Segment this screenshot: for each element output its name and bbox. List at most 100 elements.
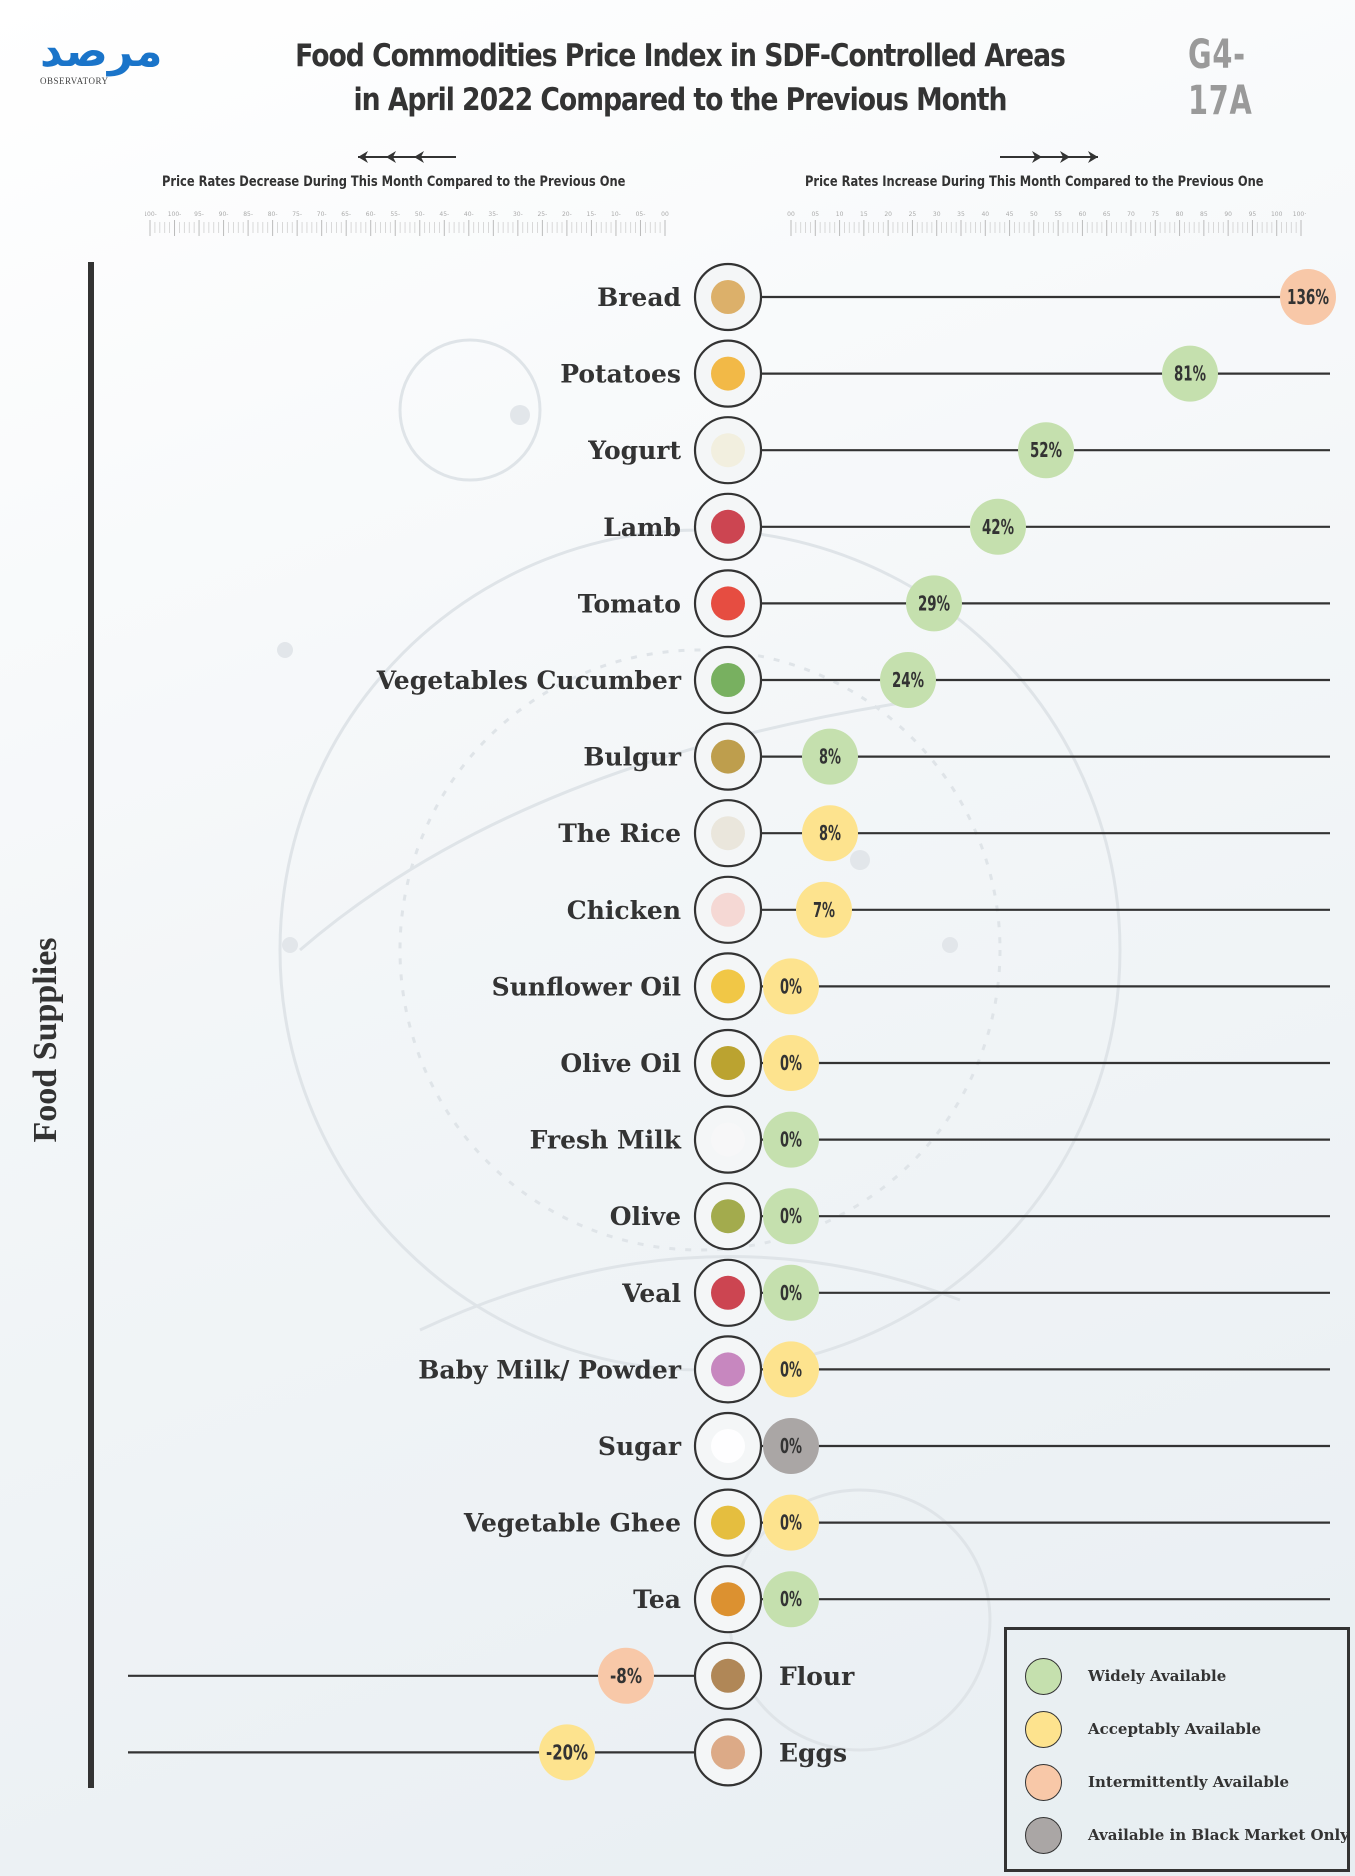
value-bubble: [1162, 345, 1218, 402]
chart-row: Tomato 29%: [578, 569, 1330, 638]
item-label: Fresh Milk: [530, 1126, 682, 1155]
value-bubble: [802, 805, 858, 862]
value-bubble: [1280, 269, 1336, 325]
scale-tick-label: 45-: [439, 211, 449, 218]
food-image: [711, 1122, 745, 1157]
scale-tick-label: 35-: [488, 211, 498, 218]
scale-tick-label: 80-: [268, 211, 278, 218]
scale-tick-label: 90: [1224, 211, 1232, 218]
chart-row: Sunflower Oil 0%: [492, 952, 1330, 1021]
value-bubble: [763, 1188, 819, 1245]
chart-row: Baby Milk/ Powder 0%: [418, 1335, 1330, 1404]
title-line-2: in April 2022 Compared to the Previous M…: [353, 82, 1008, 118]
value-label: 0%: [780, 1204, 802, 1228]
value-bubble: [1018, 422, 1074, 479]
food-image: [711, 739, 745, 774]
item-label: Vegetable Ghee: [463, 1509, 681, 1538]
chart-row: Vegetable Ghee 0%: [463, 1488, 1330, 1557]
chart-row: Eggs -20%: [128, 1718, 847, 1787]
scale-tick-label: 15: [860, 211, 868, 218]
scale-tick-label: 35: [957, 211, 965, 218]
value-label: 42%: [982, 515, 1014, 539]
item-label: Tea: [633, 1585, 681, 1614]
scale-tick-label: 85-: [243, 211, 253, 218]
infographic-code: G4-17A: [1188, 32, 1253, 124]
legend-swatch: [1025, 1816, 1062, 1854]
scale-tick-label: 90-: [219, 211, 229, 218]
scale-tick-label: 75-: [292, 211, 302, 218]
scale-tick-label: 30-: [513, 211, 523, 218]
chart-row: Olive 0%: [610, 1182, 1330, 1251]
value-label: 81%: [1174, 362, 1206, 386]
scale-tick-label: 50-: [415, 211, 425, 218]
value-label: 8%: [819, 745, 841, 769]
value-bubble: [763, 1035, 819, 1091]
value-label: 0%: [780, 1128, 802, 1152]
title-line-1: Food Commodities Price Index in SDF-Cont…: [295, 38, 1066, 74]
decrease-scale: 100- 100- 95- 90- 85- 80- 75- 70- 65- 60- 55- 50- 45…: [145, 211, 669, 236]
item-label: Olive: [610, 1202, 681, 1231]
chart-row: Olive Oil 0%: [560, 1028, 1330, 1098]
scale-tick-label: 15-: [587, 211, 597, 218]
item-label: Vegetables Cucumber: [376, 666, 682, 695]
legend: Widely Available Acceptably Available In…: [1004, 1627, 1350, 1872]
increase-scale: 00 05 10 15 20 25 30 35 40 45 50 55 60 65 70 75 80 85 90 95…: [787, 211, 1306, 236]
value-label: 0%: [780, 1357, 802, 1381]
scale-tick-label: 20: [884, 211, 892, 218]
item-label: Eggs: [779, 1738, 847, 1767]
value-label: 24%: [892, 668, 924, 692]
item-label: Olive Oil: [560, 1049, 681, 1078]
decrease-label: Price Rates Decrease During This Month C…: [162, 174, 626, 190]
legend-item-wide: Widely Available: [1025, 1656, 1226, 1696]
food-image: [711, 1429, 745, 1463]
value-label: 0%: [780, 1587, 802, 1611]
scale-tick-label: 45: [1006, 211, 1014, 218]
value-bubble: [763, 1571, 819, 1628]
chart-row: Bread 136%: [597, 262, 1336, 332]
legend-label: Widely Available: [1088, 1667, 1227, 1685]
value-bubble: [906, 575, 962, 632]
legend-swatch: [1025, 1763, 1062, 1801]
food-image: [711, 1582, 745, 1617]
value-bubble: [880, 652, 936, 708]
food-image: [711, 1046, 745, 1080]
scale-tick-label: 20-: [562, 211, 572, 218]
food-image: [711, 356, 745, 391]
scale-tick-label: 25-: [537, 211, 547, 218]
chart-row: Flour -8%: [128, 1641, 855, 1710]
scale-tick-label: 05-: [636, 211, 646, 218]
scale-tick-label: 40-: [464, 211, 474, 218]
legend-swatch: [1025, 1710, 1062, 1748]
value-label: 136%: [1287, 285, 1329, 309]
food-image: [711, 1199, 745, 1234]
food-image: [711, 586, 745, 621]
item-label: Sugar: [598, 1432, 682, 1461]
food-image: [711, 1735, 745, 1770]
item-label: Yogurt: [587, 436, 681, 465]
food-image: [711, 969, 745, 1004]
scale-tick-label: 75: [1151, 211, 1159, 218]
food-image: [711, 1275, 745, 1310]
legend-label: Acceptably Available: [1088, 1720, 1262, 1738]
scale-tick-label: 100: [1271, 211, 1283, 218]
item-label: Chicken: [567, 896, 681, 925]
scale-tick-label: 00: [661, 211, 669, 218]
increase-label: Price Rates Increase During This Month C…: [805, 174, 1264, 190]
value-bubble: [763, 1418, 819, 1474]
item-label: Potatoes: [560, 360, 681, 389]
scale-tick-label: 80: [1176, 211, 1184, 218]
value-bubble: [763, 1264, 819, 1321]
legend-swatch: [1025, 1657, 1062, 1695]
value-bubble: [970, 498, 1026, 555]
scale-tick-label: 10-: [611, 211, 621, 218]
value-label: 0%: [780, 1511, 802, 1535]
logo-arabic-text: مرصد: [40, 26, 165, 77]
food-image: [711, 816, 745, 851]
scale-tick-label: 70: [1127, 211, 1135, 218]
value-label: -20%: [546, 1740, 588, 1764]
scale-tick-label: 100-: [145, 211, 157, 218]
scale-tick-label: 05: [811, 211, 819, 218]
page-title: Food Commodities Price Index in SDF-Cont…: [267, 34, 1093, 122]
item-label: Sunflower Oil: [492, 972, 681, 1001]
